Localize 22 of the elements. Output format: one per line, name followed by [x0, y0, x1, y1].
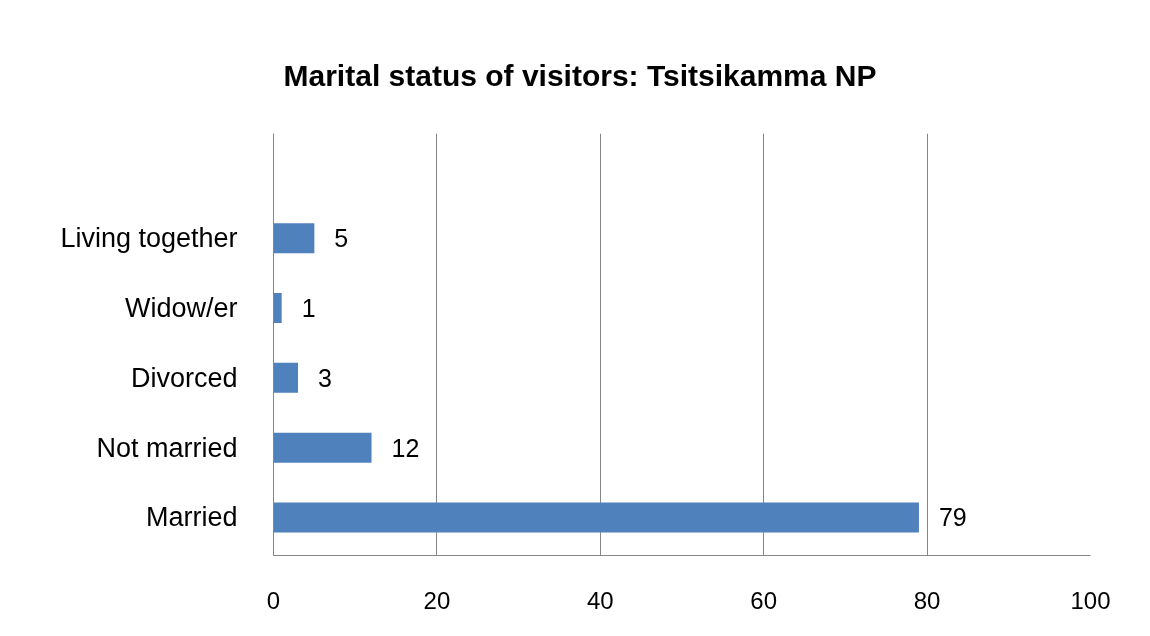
bar — [273, 293, 282, 324]
data-label: 3 — [318, 363, 332, 392]
y-tick-label: Widow/er — [124, 293, 238, 324]
x-tick-label: 40 — [586, 586, 614, 614]
y-tick-label: Not married — [96, 432, 238, 463]
data-label: 79 — [938, 503, 967, 532]
x-tick-label: 60 — [750, 586, 778, 614]
y-tick-label: Living together — [60, 223, 238, 254]
data-label: 1 — [301, 294, 316, 323]
chart-title: Marital status of visitors: Tsitsikamma NP — [283, 58, 877, 94]
data-label: 5 — [334, 224, 349, 253]
x-tick-label: 20 — [423, 586, 451, 614]
bar — [273, 502, 919, 533]
y-tick-label: Married — [145, 502, 238, 533]
bar — [273, 223, 315, 254]
bar — [273, 362, 299, 393]
x-tick-label: 80 — [913, 586, 941, 614]
x-tick-label: 0 — [266, 586, 281, 614]
bar — [273, 432, 372, 463]
y-tick-label: Divorced — [130, 362, 238, 393]
x-tick-label: 100 — [1070, 586, 1111, 614]
data-label: 12 — [391, 433, 420, 462]
